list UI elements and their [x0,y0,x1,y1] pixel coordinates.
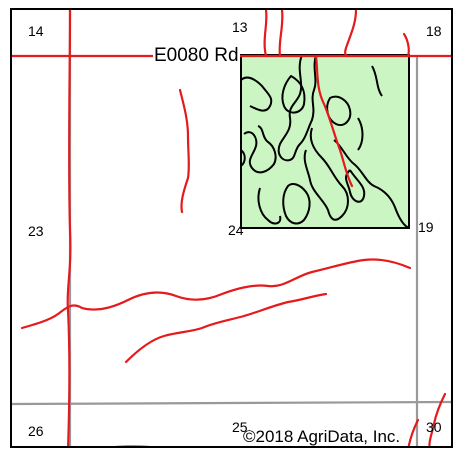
section-number-25: 25 [232,419,248,435]
road-southeast-2 [407,418,420,446]
soil-line [240,149,246,167]
road-south-curve-2 [124,292,328,364]
soil-line [282,183,311,225]
section-number-18: 18 [426,23,442,39]
map-canvas[interactable] [12,10,453,448]
road-northeast-piece [402,32,410,58]
road-south-curve-1 [20,258,412,330]
road-north-curve [178,88,190,214]
soil-line [281,75,306,114]
section-number-26: 26 [28,423,44,439]
section-number-13: 13 [232,19,248,35]
road-field-stream [314,54,354,188]
road-southeast [428,392,447,446]
soil-boundaries [240,54,410,229]
section-number-24: 24 [228,222,244,238]
soil-line [333,139,410,229]
road-north-south-west [66,10,72,446]
soil-line [257,187,282,225]
road-north-stream-1 [263,10,268,58]
road-north-stream-2 [278,10,284,58]
soil-line [303,127,349,221]
copyright-notice: ©2018 AgriData, Inc. [243,427,401,446]
road-label: E0080 Rd [153,45,240,66]
map-frame: E0080 Rd 14 13 18 23 24 19 26 25 30 ©201… [10,8,453,448]
soil-line [277,54,317,162]
soil-line [240,76,273,112]
soil-line [357,117,364,151]
section-number-14: 14 [28,23,44,39]
roads [12,10,451,446]
soil-line [371,65,383,97]
soil-line [344,169,366,203]
road-south-bottom [114,445,151,446]
soil-line [243,125,277,174]
section-line-horizontal-south [12,400,451,406]
section-number-23: 23 [28,223,44,239]
section-number-19: 19 [418,219,434,235]
road-north-stream-3 [344,10,358,58]
section-number-30: 30 [426,419,442,435]
